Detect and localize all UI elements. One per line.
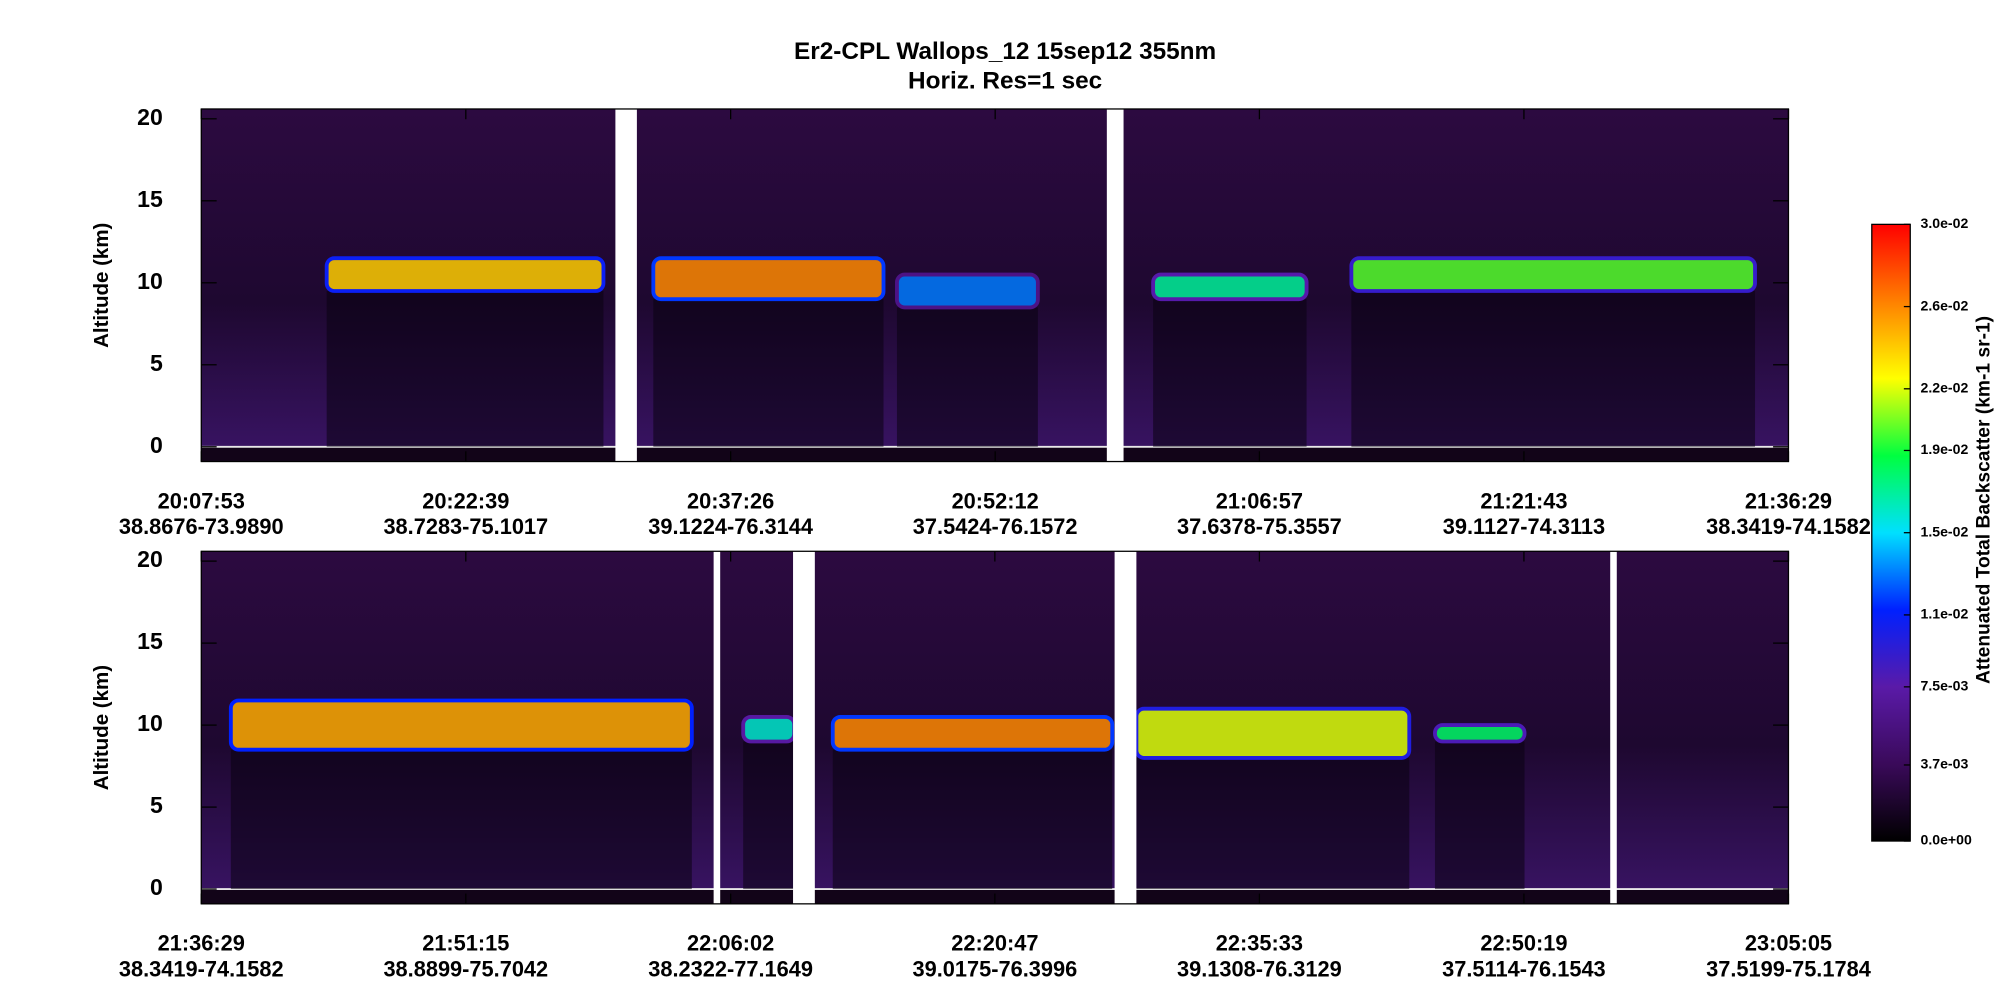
data-gap	[1610, 551, 1617, 904]
cloud-shadow	[1136, 757, 1410, 890]
data-gap	[1106, 108, 1124, 462]
cloud-edge	[895, 272, 1040, 310]
x-location-label: 38.3419-74.1582	[1706, 514, 1871, 539]
cloud	[896, 274, 1038, 308]
x-tick-label: 22:35:33	[1216, 931, 1303, 956]
cloud	[230, 700, 692, 750]
colorbar-tick-label: 7.5e-03	[1921, 678, 1969, 694]
x-tick-label: 22:06:02	[687, 931, 774, 956]
x-location-label: 38.3419-74.1582	[119, 956, 284, 981]
y-tick-label: 15	[137, 186, 163, 212]
colorbar-tick-label: 1.5e-02	[1921, 523, 1969, 539]
x-location-label: 39.0175-76.3996	[913, 956, 1078, 981]
y-tick-label: 0	[150, 432, 163, 458]
x-location-label: 38.2322-77.1649	[648, 956, 813, 981]
cloud-edge	[1433, 723, 1527, 744]
x-tick-label: 21:36:29	[1745, 488, 1832, 513]
x-location-label: 39.1127-74.3113	[1443, 514, 1605, 539]
x-location-label: 37.5424-76.1572	[913, 514, 1078, 539]
colorbar-tick-label: 2.2e-02	[1921, 380, 1969, 396]
cloud-shadow	[896, 307, 1038, 447]
x-location-label: 39.1308-76.3129	[1177, 956, 1342, 981]
colorbar-tick-label: 0.0e+00	[1921, 832, 1972, 848]
colorbar-label: Attenuated Total Backscatter (km-1 sr-1)	[1974, 316, 1995, 684]
data-gap	[793, 551, 815, 904]
data-gap	[713, 551, 721, 904]
y-axis-label: Altitude (km)	[90, 665, 113, 790]
y-tick-label: 15	[137, 628, 163, 654]
y-tick-label: 5	[150, 350, 163, 376]
y-tick-label: 10	[137, 710, 163, 736]
y-tick-label: 0	[150, 874, 163, 900]
x-location-label: 38.8899-75.7042	[383, 956, 548, 981]
cloud	[1153, 274, 1307, 300]
cloud-shadow	[832, 749, 1113, 890]
cloud-edge	[1349, 256, 1757, 293]
chart-subtitle: Horiz. Res=1 sec	[908, 67, 1102, 94]
x-tick-label: 20:37:26	[687, 488, 774, 513]
cloud	[743, 716, 795, 742]
cloud	[1136, 708, 1410, 758]
colorbar-tick-label: 2.6e-02	[1921, 297, 1969, 313]
x-tick-label: 21:36:29	[158, 931, 245, 956]
cloud-edge	[324, 256, 606, 293]
y-tick-label: 20	[137, 546, 163, 572]
cloud-shadow	[653, 299, 884, 447]
x-tick-label: 22:20:47	[951, 931, 1038, 956]
x-tick-label: 21:51:15	[422, 931, 509, 956]
y-tick-label: 5	[150, 792, 163, 818]
colorbar-tick-label: 3.0e-02	[1921, 215, 1969, 231]
cloud-edge	[830, 714, 1115, 752]
cloud-edge	[651, 256, 886, 302]
cloud-shadow	[743, 741, 795, 890]
y-axis-label: Altitude (km)	[90, 223, 113, 348]
x-tick-label: 21:21:43	[1480, 488, 1567, 513]
colorbar-tick-label: 1.9e-02	[1921, 441, 1969, 457]
x-tick-label: 23:05:05	[1745, 931, 1832, 956]
x-location-label: 38.8676-73.9890	[119, 514, 284, 539]
y-tick-label: 10	[137, 268, 163, 294]
x-tick-label: 20:07:53	[158, 488, 245, 513]
colorbar-tick-label: 1.1e-02	[1921, 606, 1969, 622]
cloud-shadow	[230, 749, 692, 890]
cloud-edge	[228, 698, 694, 752]
cloud-shadow	[1153, 299, 1307, 447]
x-location-label: 37.6378-75.3557	[1177, 514, 1342, 539]
cloud-edge	[1151, 272, 1309, 302]
cloud	[326, 258, 604, 291]
cloud-shadow	[1351, 290, 1756, 447]
cloud	[653, 258, 884, 300]
data-gap	[1114, 551, 1137, 904]
cloud	[832, 716, 1113, 750]
x-tick-label: 22:50:19	[1480, 931, 1567, 956]
chart-title: Er2-CPL Wallops_12 15sep12 355nm	[794, 38, 1216, 65]
x-tick-label: 20:22:39	[422, 488, 509, 513]
cloud-edge	[1134, 706, 1412, 760]
cloud	[1351, 258, 1756, 291]
x-location-label: 38.7283-75.1017	[383, 514, 548, 539]
cloud-shadow	[326, 290, 604, 447]
x-location-label: 37.5114-76.1543	[1442, 956, 1606, 981]
cloud-shadow	[1434, 741, 1525, 890]
colorbar-tick-label: 3.7e-03	[1921, 756, 1969, 772]
x-tick-label: 20:52:12	[952, 488, 1039, 513]
x-tick-label: 21:06:57	[1216, 488, 1303, 513]
cloud	[1434, 725, 1525, 742]
data-gap	[615, 108, 637, 462]
x-location-label: 37.5199-75.1784	[1706, 956, 1871, 981]
y-tick-label: 20	[137, 104, 163, 130]
x-location-label: 39.1224-76.3144	[648, 514, 813, 539]
